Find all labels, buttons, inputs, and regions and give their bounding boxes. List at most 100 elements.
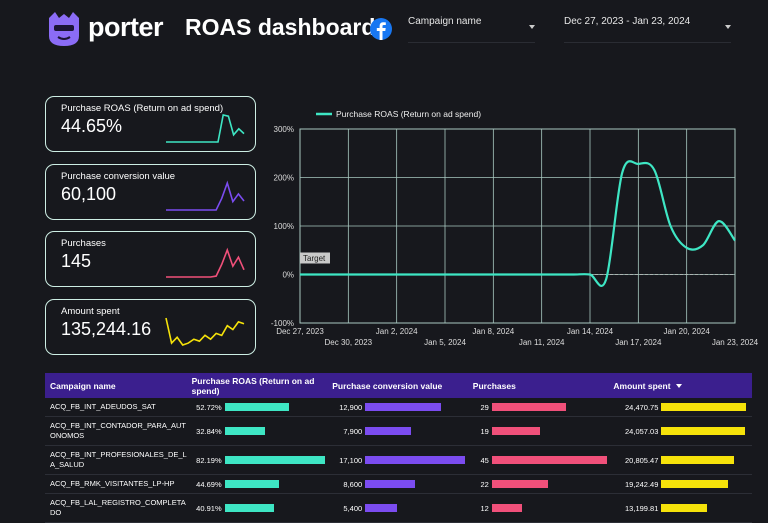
x-tick-label: Jan 8, 2024 <box>472 327 514 336</box>
table-cell: 19 <box>471 417 612 445</box>
table-row: ACQ_FB_LAL_REGISTRO_COMPLETADO 40.91% 5,40… <box>45 494 752 523</box>
column-header[interactable]: Purchases <box>471 381 612 391</box>
cell-bar <box>224 456 325 464</box>
cell-value: 52.72% <box>196 402 222 412</box>
cell-value: 40.91% <box>196 503 222 513</box>
kpi-card: Purchase conversion value 60,100 <box>45 163 256 220</box>
cell-value: 5,400 <box>343 503 363 513</box>
table-cell: 29 <box>471 398 612 416</box>
table-cell: 82.19% <box>190 446 331 474</box>
facebook-icon <box>370 18 392 40</box>
table-cell: 40.91% <box>190 494 331 522</box>
table-cell: 12,900 <box>330 398 471 416</box>
column-header-text: Campaign name <box>50 380 116 391</box>
table-cell: 8,600 <box>330 475 471 493</box>
cell-value: 20,805.47 <box>625 455 659 465</box>
x-tick-label: Jan 11, 2024 <box>519 338 565 347</box>
table-cell: 24,470.75 <box>611 398 752 416</box>
kpi-card: Purchases 145 <box>45 231 256 287</box>
table-cell: 24,057.03 <box>611 417 752 445</box>
campaign-name: ACQ_FB_INT_PROFESIONALES_DE_LA_SALUD <box>50 450 187 469</box>
table-cell: 17,100 <box>330 446 471 474</box>
sparkline <box>166 114 245 143</box>
y-tick-label: 0% <box>282 271 294 280</box>
x-tick-label: Jan 20, 2024 <box>664 327 711 336</box>
cell-bar <box>661 480 729 488</box>
filter-label: Dec 27, 2023 - Jan 23, 2024 <box>564 16 691 27</box>
campaign-filter[interactable]: Campaign name <box>408 16 535 43</box>
campaign-name: ACQ_FB_LAL_REGISTRO_COMPLETADO <box>50 498 186 517</box>
cell-bar <box>491 504 523 512</box>
cell-bar <box>491 480 549 488</box>
y-tick-label: -100% <box>271 319 294 328</box>
cell-value: 7,900 <box>343 426 363 436</box>
kpi-label: Purchase conversion value <box>61 170 176 182</box>
target-label: Target <box>303 254 326 263</box>
table-row: ACQ_FB_INT_CONTADOR_PARA_AUTONOMOS 32.84%… <box>45 417 752 446</box>
cell-value: 13,199.81 <box>625 503 659 513</box>
kpi-value: 145 <box>61 251 92 271</box>
cell-bar <box>661 427 745 435</box>
y-tick-label: 200% <box>274 174 294 183</box>
cell-value: 8,600 <box>343 479 363 489</box>
kpi-label: Amount spent <box>61 305 120 317</box>
sparkline-line <box>166 114 245 143</box>
cell-bar <box>224 504 275 512</box>
cell-bar <box>491 427 541 435</box>
sparkline-line <box>165 317 245 346</box>
cell-value: 82.19% <box>196 455 222 465</box>
filter-label: Campaign name <box>408 16 482 27</box>
x-tick-label: Dec 30, 2023 <box>325 338 373 347</box>
table-cell: 13,199.81 <box>611 494 752 522</box>
cell-bar <box>365 427 412 435</box>
table-cell: 19,242.49 <box>611 475 752 493</box>
cell-value: 29 <box>480 402 489 412</box>
date-filter[interactable]: Dec 27, 2023 - Jan 23, 2024 <box>564 16 731 43</box>
table-cell: 22 <box>471 475 612 493</box>
kpi-value: 135,244.16 <box>61 318 152 339</box>
column-header[interactable]: Purchase ROAS (Return on ad spend) <box>190 376 331 396</box>
column-header[interactable]: Campaign name <box>45 377 190 395</box>
cell-value: 19,242.49 <box>625 479 659 489</box>
sparkline-line <box>166 247 245 278</box>
cell-bar <box>365 456 466 464</box>
sort-indicator <box>675 383 682 388</box>
x-tick-label: Jan 5, 2024 <box>424 338 466 347</box>
cell-value: 19 <box>480 426 489 436</box>
cell-value: 12,900 <box>339 402 363 412</box>
cell-bar <box>491 456 607 464</box>
column-header-text: Purchase conversion value <box>332 380 443 391</box>
cell-bar <box>365 480 416 488</box>
kpi-label: Purchases <box>61 238 106 249</box>
kpi-card: Amount spent 135,244.16 <box>45 298 256 355</box>
table-cell: 32.84% <box>190 417 331 445</box>
table-cell: 45 <box>471 446 612 474</box>
table-row: ACQ_FB_INT_ADEUDOS_SAT 52.72% 12,900 29 24,4… <box>45 398 752 417</box>
dashboard-title: ROAS dashboard <box>185 14 376 40</box>
table-row: ACQ_FB_INT_PROFESIONALES_DE_LA_SALUD 82.1… <box>45 446 752 475</box>
sparkline <box>166 179 245 211</box>
campaign-name: ACQ_FB_INT_CONTADOR_PARA_AUTONOMOS <box>50 421 186 440</box>
kpi-card: Purchase ROAS (Return on ad spend) 44.65% <box>45 96 256 152</box>
cell-value: 24,057.03 <box>625 426 659 436</box>
column-header[interactable]: Purchase conversion value <box>330 381 471 391</box>
cell-value: 12 <box>480 503 489 513</box>
kpi-label: Purchase ROAS (Return on ad spend) <box>61 103 224 114</box>
x-tick-label: Jan 14, 2024 <box>567 327 614 336</box>
cell-bar <box>661 403 747 411</box>
x-tick-label: Jan 17, 2024 <box>615 338 662 347</box>
x-tick-label: Jan 2, 2024 <box>376 327 418 336</box>
campaign-table: Campaign name Purchase ROAS (Return on ad… <box>45 373 752 523</box>
cell-bar <box>224 427 265 435</box>
cell-bar <box>661 504 708 512</box>
kpi-value: 44.65% <box>61 116 123 136</box>
campaign-name: ACQ_FB_INT_ADEUDOS_SAT <box>50 402 156 411</box>
sparkline <box>166 247 245 278</box>
cell-value: 22 <box>480 479 489 489</box>
column-header[interactable]: Amount spent <box>611 381 752 391</box>
table-cell: 7,900 <box>330 417 471 445</box>
series-line <box>300 160 736 287</box>
cell-bar <box>365 403 441 411</box>
sparkline-line <box>166 179 245 211</box>
